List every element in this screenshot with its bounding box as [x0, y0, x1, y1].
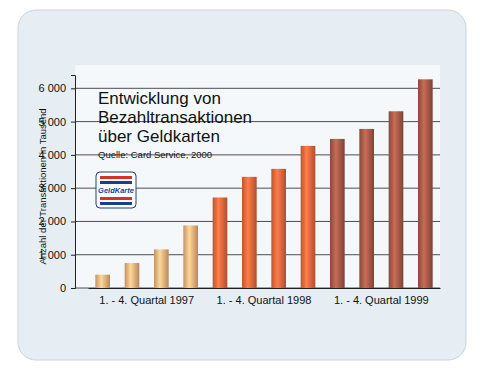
logo-stripe [100, 197, 132, 200]
grid-line [75, 254, 440, 255]
logo-stripe [100, 181, 132, 184]
logo-frame [96, 172, 136, 208]
bar [330, 139, 345, 288]
bar [154, 249, 169, 288]
subtitle: Quelle: Card Service, 2000 [98, 149, 212, 160]
logo-stripe [100, 176, 132, 179]
y-tick: 6 000 [38, 82, 75, 94]
bar [183, 225, 198, 288]
card-background [18, 10, 466, 360]
x-tick-label: 1. - 4. Quartal 1997 [99, 294, 194, 306]
y-tick-label: 6 000 [38, 82, 66, 94]
y-axis-title: Anzahl der Transaktionen in Tausend [37, 108, 48, 264]
logo-stripe [100, 202, 132, 205]
bar [301, 146, 316, 288]
bar [213, 197, 228, 288]
x-tick: 1. - 4. Quartal 1999 [334, 294, 429, 306]
x-tick: 1. - 4. Quartal 1997 [99, 294, 194, 306]
x-tick-label: 1. - 4. Quartal 1998 [217, 294, 312, 306]
bar [389, 111, 404, 288]
grid [75, 88, 440, 288]
bar [359, 129, 374, 288]
y-tick: 0 [60, 282, 75, 294]
title: Entwicklung vonBezahltransaktionenüber G… [98, 89, 252, 146]
grid-line [75, 221, 440, 222]
y-tick-mark [71, 122, 75, 123]
y-tick-mark [71, 255, 75, 256]
y-tick-mark [71, 88, 75, 89]
bar [125, 263, 140, 288]
bar [418, 79, 433, 288]
y-tick-mark [71, 188, 75, 189]
bar [271, 169, 286, 288]
x-tick-label: 1. - 4. Quartal 1999 [334, 294, 429, 306]
bars [95, 79, 432, 288]
x-axis: 1. - 4. Quartal 1997 1. - 4. Quartal 1998… [89, 289, 441, 306]
x-axis-line [89, 288, 441, 289]
logo: GeldKarte [96, 172, 136, 208]
plot-background [75, 65, 440, 288]
x-tick: 1. - 4. Quartal 1998 [217, 294, 312, 306]
y-axis-line [71, 76, 76, 289]
y-tick-label: 0 [60, 282, 66, 294]
logo-text: GeldKarte [98, 186, 134, 195]
y-tick-mark [71, 155, 75, 156]
y-tick-mark [71, 221, 75, 222]
bar [242, 177, 257, 288]
y-tick-mark [71, 288, 75, 289]
chart: 01 0002 0003 0004 0005 0006 0001. - 4. Q… [0, 0, 480, 377]
bar [95, 275, 110, 288]
